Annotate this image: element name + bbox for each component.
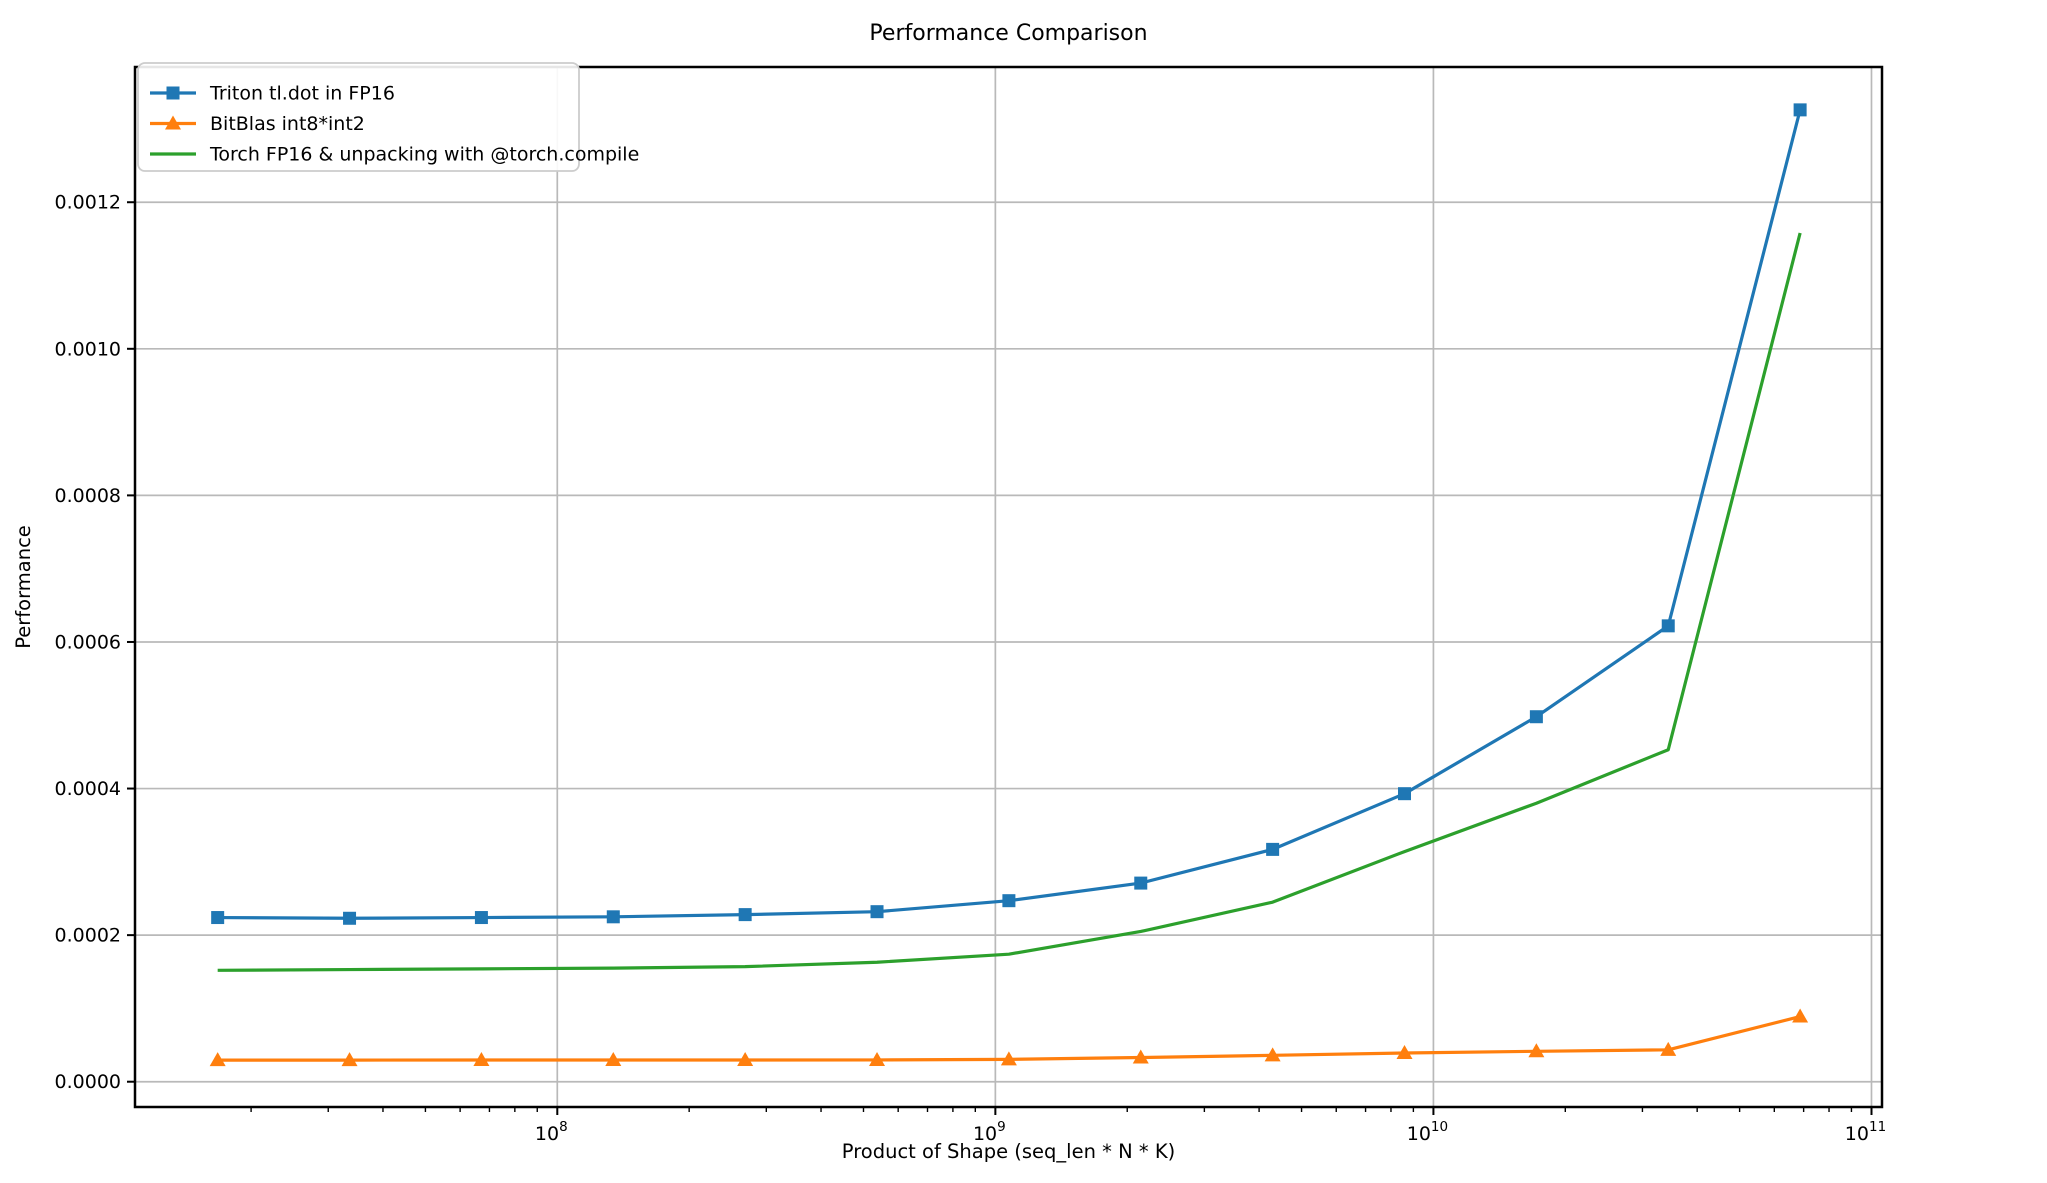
square-marker	[1398, 787, 1412, 801]
triangle-marker	[1792, 1008, 1809, 1023]
triangle-marker	[1396, 1044, 1413, 1059]
square-marker	[606, 910, 620, 924]
triangle-marker	[1528, 1043, 1545, 1058]
x-axis-label: Product of Shape (seq_len * N * K)	[842, 1140, 1175, 1163]
square-marker	[738, 908, 752, 922]
y-tick-label: 0.0008	[55, 485, 121, 507]
y-tick-label: 0.0000	[55, 1071, 121, 1093]
triangle-marker	[605, 1052, 622, 1067]
axis-ticks	[127, 201, 1873, 1115]
triangle-marker	[1660, 1041, 1677, 1056]
legend: Triton tl.dot in FP16 BitBlas int8*int2 To…	[137, 62, 639, 172]
triangle-marker	[737, 1052, 754, 1067]
square-marker	[211, 911, 225, 925]
triangle-marker	[473, 1052, 490, 1067]
y-tick-label: 0.0004	[55, 778, 121, 800]
square-marker	[1529, 710, 1543, 724]
x-tick-label: 108	[535, 1119, 568, 1145]
x-tick-label: 1011	[1845, 1119, 1886, 1145]
legend-triangle-marker	[165, 115, 181, 130]
square-marker	[1266, 842, 1280, 856]
square-marker	[1793, 103, 1807, 117]
y-tick-label: 0.0002	[55, 925, 121, 947]
triangle-marker	[1132, 1049, 1149, 1064]
data-series	[209, 103, 1809, 1067]
plot-border	[133, 65, 1884, 1109]
square-marker	[1661, 619, 1675, 633]
square-marker	[1134, 876, 1148, 890]
series-line-torch	[217, 232, 1802, 972]
triangle-marker	[209, 1052, 226, 1067]
chart-title: Performance Comparison	[869, 21, 1147, 46]
triangle-marker	[1264, 1047, 1281, 1062]
square-marker	[343, 911, 357, 925]
series-line-triton	[217, 109, 1802, 920]
grid-lines	[135, 67, 1882, 1107]
x-tick-label: 1010	[1407, 1119, 1448, 1145]
legend-box	[137, 62, 580, 172]
y-tick-label: 0.0010	[55, 338, 121, 360]
legend-square-marker	[166, 86, 180, 100]
y-tick-label: 0.0006	[55, 631, 121, 653]
triangle-marker	[869, 1051, 886, 1066]
legend-entry-label: Torch FP16 & unpacking with @torch.compi…	[209, 144, 639, 166]
square-marker	[474, 911, 488, 925]
y-tick-label: 0.0012	[55, 192, 121, 214]
triangle-marker	[1000, 1051, 1017, 1066]
square-marker	[1002, 894, 1016, 908]
triangle-marker	[341, 1052, 358, 1067]
legend-entry-label: BitBlas int8*int2	[210, 113, 365, 135]
y-axis-label: Performance	[12, 525, 35, 649]
legend-entry-label: Triton tl.dot in FP16	[209, 83, 395, 105]
square-marker	[870, 905, 884, 919]
tick-labels: 0.0000 0.0002 0.0004 0.0006 0.0008 0.0010 0.00…	[55, 192, 1887, 1145]
